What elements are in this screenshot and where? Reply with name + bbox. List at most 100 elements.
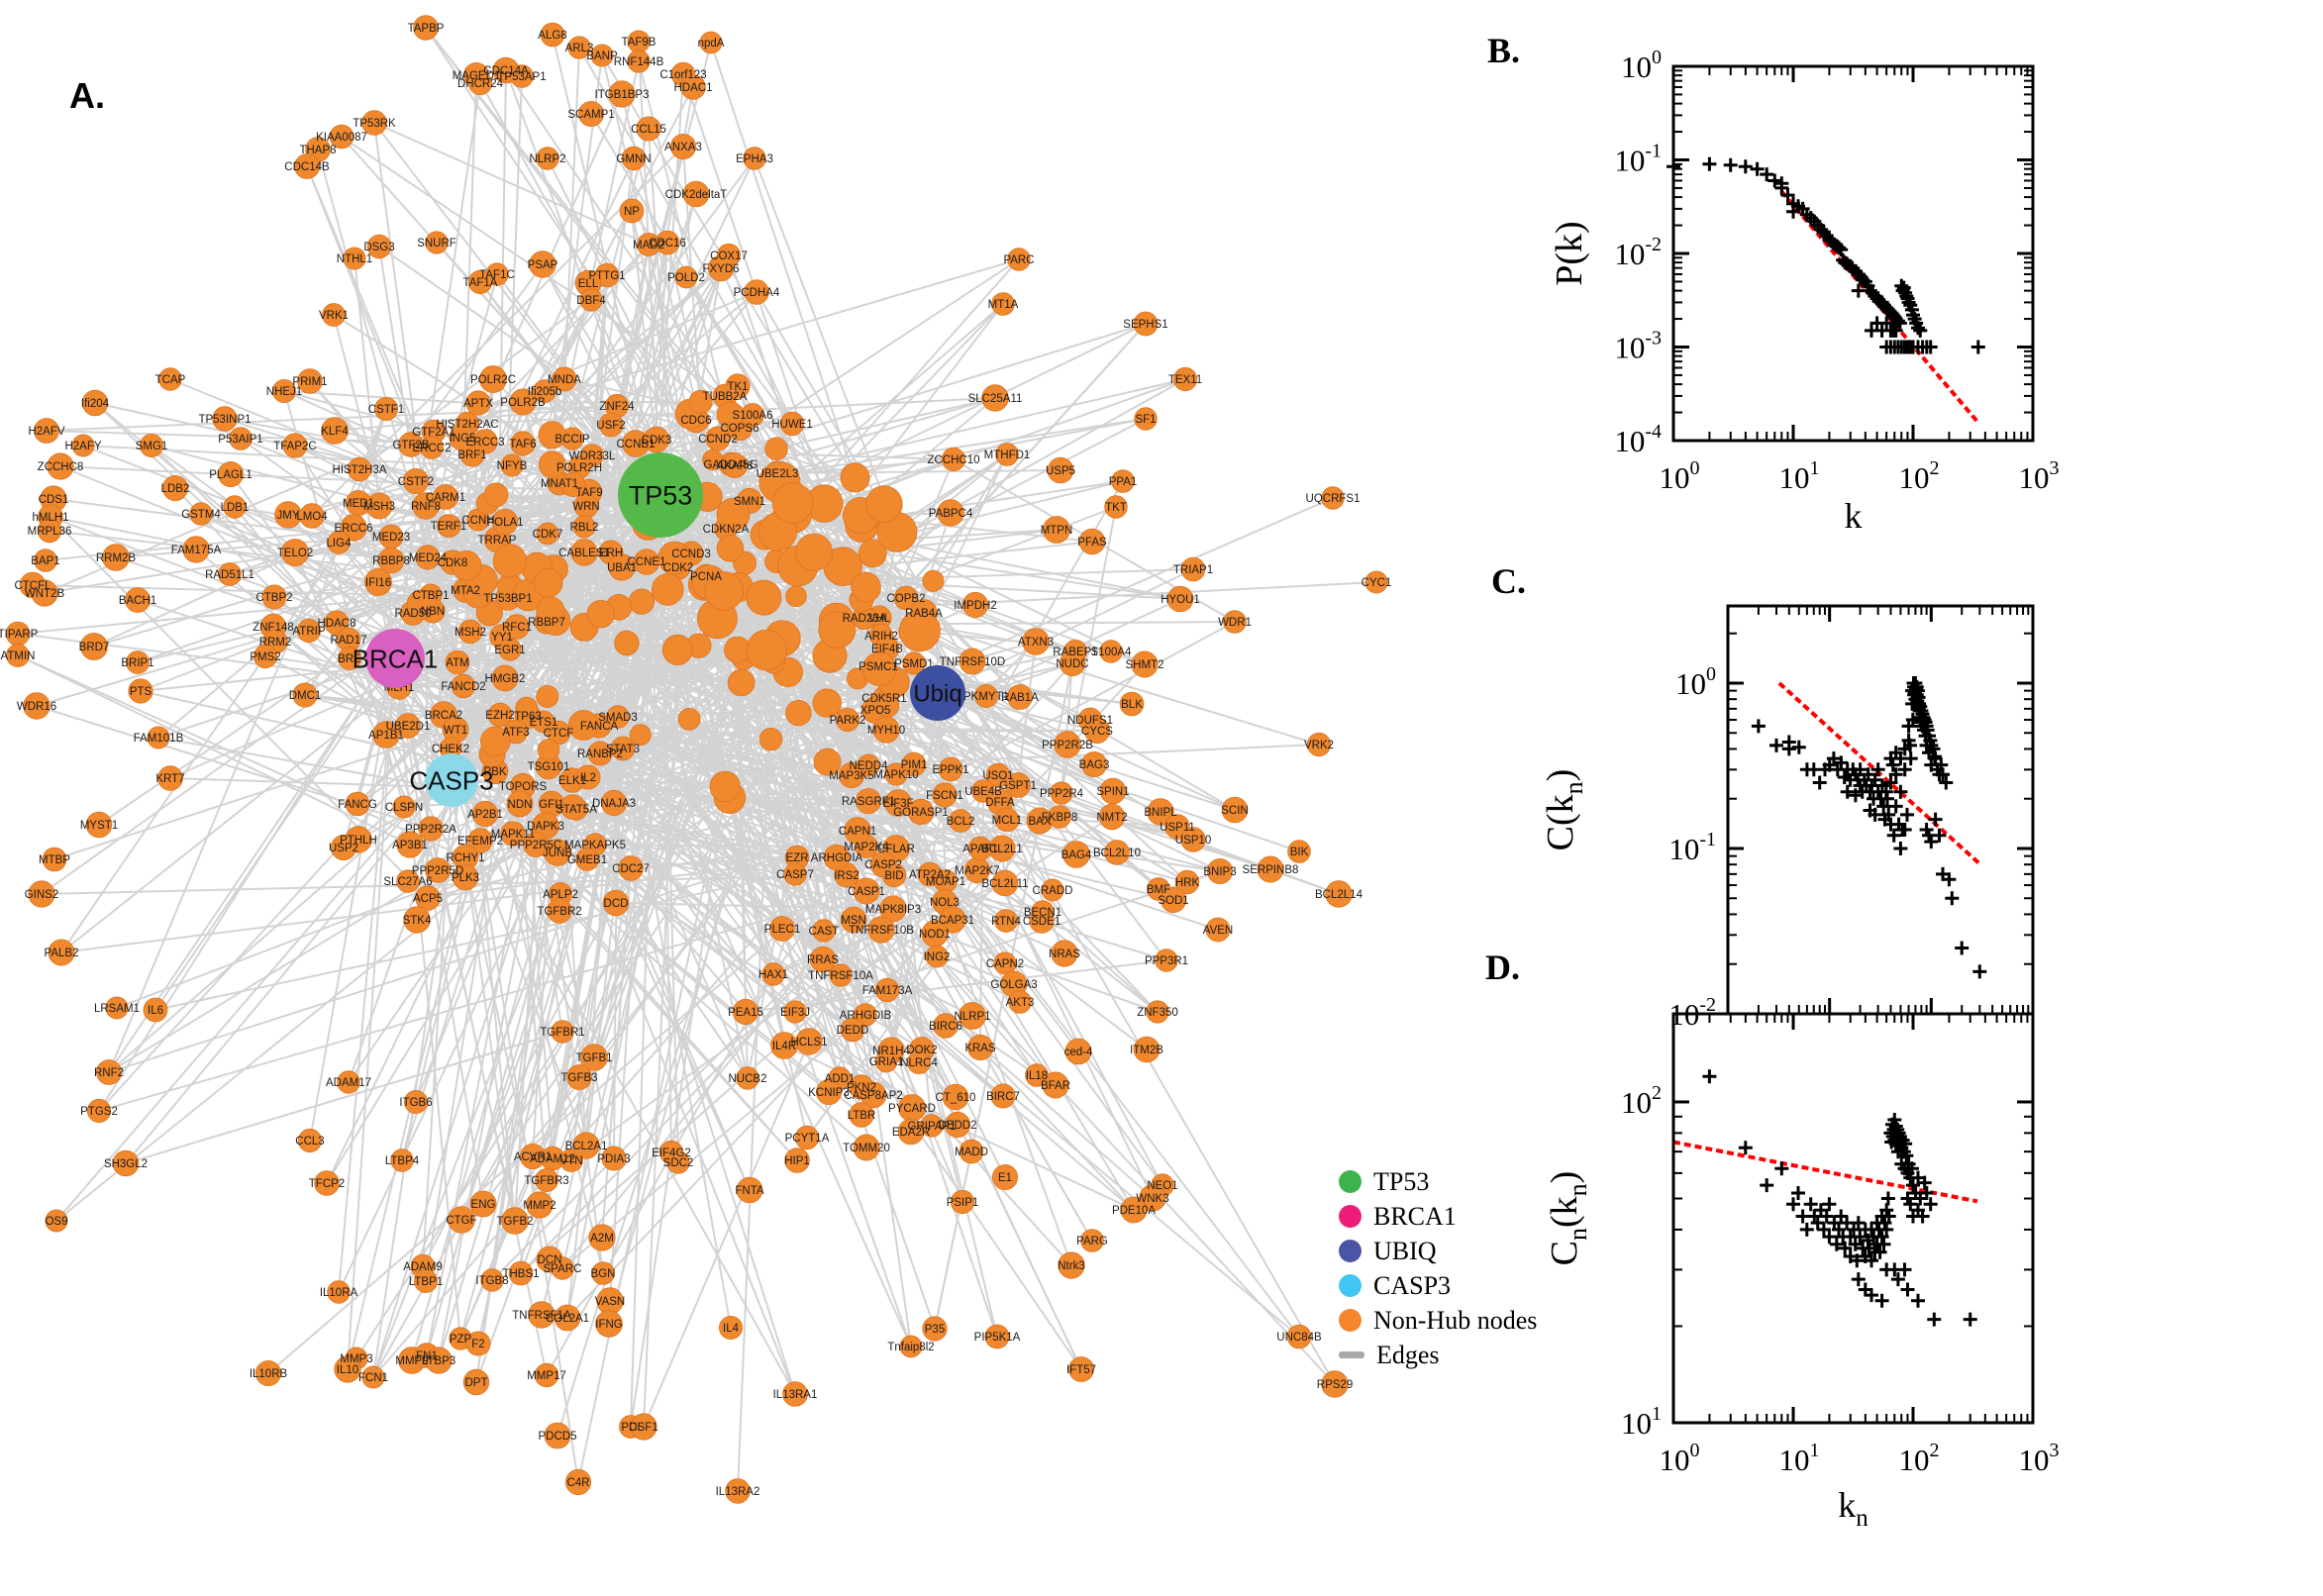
network-node	[261, 584, 287, 610]
fit-line	[1779, 190, 1980, 425]
network-node-label: AP2B1	[467, 809, 503, 821]
network-node-label: CDC14A	[483, 65, 529, 77]
network-node	[1321, 486, 1345, 510]
network-node	[869, 850, 897, 878]
network-node-label: POLA1	[486, 517, 523, 529]
network-node	[467, 828, 493, 853]
network-node-label: RAD17	[330, 635, 366, 647]
network-node-label: THAP8	[299, 145, 336, 156]
network-node-label: STK4	[403, 915, 432, 927]
network-node-label: GMEB1	[567, 854, 607, 866]
network-node-label: COPS6	[721, 423, 759, 435]
network-node-label: MYST1	[80, 820, 118, 832]
network-node-label: WT1	[444, 725, 467, 737]
network-node-label: PPP2R5D	[412, 865, 463, 877]
network-node	[884, 762, 908, 786]
network-node-label: CDK2deltaT	[665, 189, 728, 201]
network-node	[610, 736, 636, 761]
network-node-label: MNDA	[548, 374, 581, 386]
network-node-label: ZNF148	[252, 622, 294, 634]
network-node-label: THBS1	[502, 1268, 539, 1280]
network-node-label: TAF6	[509, 439, 536, 450]
network-node-label: UBA1	[607, 562, 637, 574]
network-node-label: PSMD1	[894, 658, 934, 670]
network-node-label: ITGB1BP3	[595, 89, 650, 101]
network-node-label: PEA15	[728, 1007, 763, 1019]
network-node	[867, 916, 895, 944]
network-node-label: RBL2	[570, 522, 599, 534]
network-node-label: EGR1	[494, 645, 525, 656]
network-node	[567, 710, 599, 741]
network-node	[1287, 840, 1311, 863]
network-node	[1007, 684, 1033, 710]
network-node-label: RAB1A	[1001, 692, 1039, 704]
network-node-label: BCAP31	[931, 915, 974, 927]
network-node-label: MAP2K4	[844, 842, 889, 853]
legend-item-label: Edges	[1376, 1340, 1440, 1369]
network-node	[1306, 732, 1332, 757]
network-node-label: PALB2	[45, 948, 79, 959]
network-node	[96, 1059, 122, 1085]
network-node	[343, 247, 366, 270]
network-node-label: FANCA	[580, 721, 619, 733]
network-node-label: NRAS	[1049, 948, 1080, 960]
network-node	[578, 101, 605, 128]
network-node	[364, 568, 392, 596]
network-node	[361, 1365, 385, 1389]
network-node-label: TNFRSF10A	[808, 970, 873, 982]
network-node	[1022, 628, 1050, 655]
network-node-label: P53AIP1	[218, 434, 262, 446]
network-node-label: TGFB3	[560, 1072, 597, 1084]
network-node	[859, 1081, 887, 1109]
network-node	[551, 1020, 574, 1044]
network-node-label: ADAM17	[326, 1077, 371, 1089]
legend-item-label: Non-Hub nodes	[1373, 1305, 1538, 1335]
network-node-label: PIP5K1A	[974, 1332, 1021, 1344]
network-node-label: RNF8	[411, 501, 441, 513]
network-node-label: TP53RK	[353, 118, 396, 130]
network-node-label: BRF1	[457, 449, 486, 461]
network-node-label: LTBP3	[422, 1355, 455, 1367]
network-node-label: LRSAM1	[94, 1003, 140, 1015]
network-node	[590, 44, 614, 67]
network-node-label: UBE2L3	[757, 468, 799, 480]
network-node	[491, 508, 519, 536]
network-node-label: NLRP2	[529, 153, 565, 165]
network-node	[853, 1134, 880, 1161]
network-node	[835, 707, 860, 733]
network-node	[840, 1017, 865, 1043]
network-node	[1223, 610, 1247, 634]
network-node-label: MAGED1	[453, 70, 501, 82]
network-node	[529, 250, 556, 278]
network-node	[907, 1050, 932, 1075]
network-node	[818, 611, 857, 648]
network-node	[425, 1347, 453, 1374]
network-node	[510, 64, 534, 88]
network-node-label: TNFRSF10B	[849, 925, 914, 937]
network-node	[1048, 805, 1071, 829]
network-node	[330, 835, 356, 861]
network-node-label: MT1A	[988, 299, 1019, 311]
network-node-label: VRK1	[319, 310, 349, 322]
network-node-label: ITM2B	[1130, 1045, 1163, 1056]
tick-label: 102	[1621, 1082, 1662, 1120]
network-node-label: FAM175A	[171, 545, 222, 556]
network-node-label: HAX1	[758, 969, 788, 981]
panel-label-c: C.	[1491, 561, 1526, 601]
network-node	[297, 368, 323, 394]
network-node-label: DCD	[604, 898, 629, 910]
network-node-label: SF1	[1135, 414, 1156, 426]
network-node	[601, 1146, 627, 1171]
network-node-label: P35	[925, 1324, 945, 1336]
network-node	[1111, 469, 1135, 493]
network-node-label: DNAJA3	[592, 798, 636, 810]
network-node	[629, 724, 652, 747]
network-node	[566, 1064, 592, 1090]
network-node-label: ATF3	[502, 727, 529, 739]
network-node-label: IL13RA1	[773, 1389, 818, 1401]
network-node-label: CDC27	[612, 863, 650, 875]
network-node	[80, 633, 108, 660]
hub-node-label: Ubiq	[913, 681, 961, 708]
network-node-label: ARHGDIB	[840, 1010, 892, 1022]
